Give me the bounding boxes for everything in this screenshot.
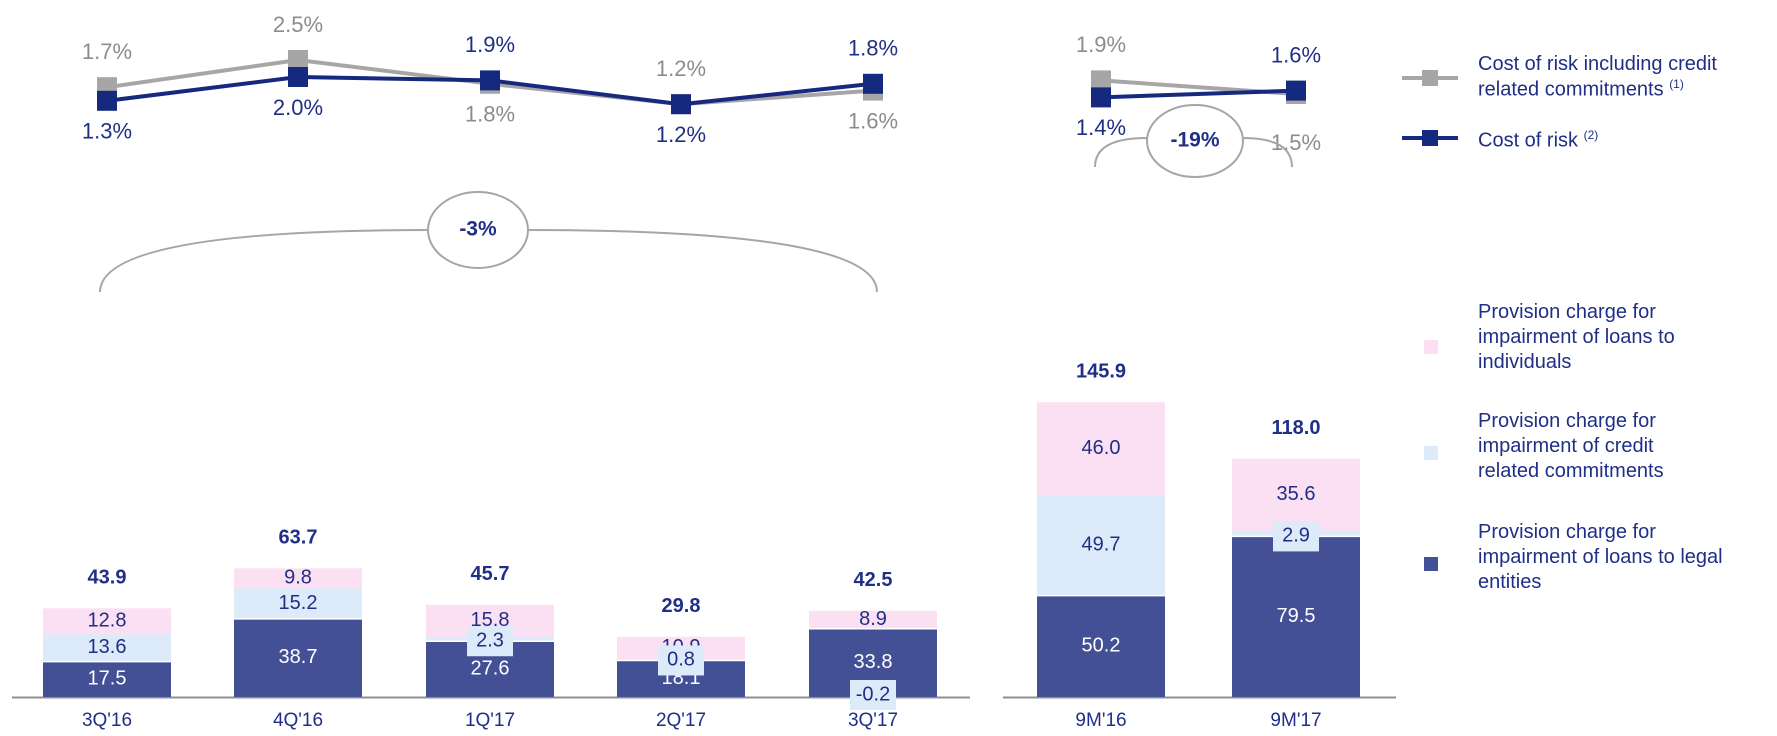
series-marker-cor xyxy=(480,70,500,91)
x-tick-label: 2Q'17 xyxy=(656,710,706,731)
series-line-cor xyxy=(1100,88,1297,100)
legend-cor: Cost of risk (2) xyxy=(1478,128,1768,154)
bar-segment-individuals xyxy=(1232,458,1360,531)
bar-segment-credit-commitments xyxy=(1037,495,1165,596)
value-label-individuals: 35.6 xyxy=(1277,483,1316,505)
bar-total-label: 42.5 xyxy=(854,569,893,591)
series-marker-cor xyxy=(97,90,117,111)
legend-legal-swatch xyxy=(1424,557,1438,571)
legend-credit-swatch xyxy=(1424,446,1438,460)
data-label-cor-incl: 1.6% xyxy=(848,108,898,133)
change-arc-left xyxy=(99,229,429,293)
legend-cor-label: Cost of risk xyxy=(1478,129,1579,152)
data-label-cor-incl: 1.9% xyxy=(1076,32,1126,57)
value-label-legal-entities: 79.5 xyxy=(1277,605,1316,627)
data-label-cor: 1.6% xyxy=(1271,42,1321,67)
bar-segment-legal-entities xyxy=(234,618,362,697)
legend-line-markers xyxy=(1402,70,1458,146)
series-marker-cor xyxy=(1286,80,1306,101)
change-badge-label: -19% xyxy=(1170,129,1219,152)
legend-cor-marker xyxy=(1422,130,1438,146)
data-label-cor: 1.4% xyxy=(1076,115,1126,140)
bar-total-label: 29.8 xyxy=(662,595,701,617)
change-badge-label: -3% xyxy=(459,218,497,241)
series-marker-cor xyxy=(671,94,691,115)
legend-individuals-swatch xyxy=(1424,340,1438,354)
series-marker-cor xyxy=(288,67,308,87)
data-label-cor: 1.8% xyxy=(848,36,898,61)
change-badge xyxy=(427,191,529,269)
value-label-credit-commitments: 2.9 xyxy=(1282,525,1310,547)
legend-individuals-label: Provision charge for impairment of loans… xyxy=(1478,301,1675,373)
value-label-credit-commitments: -0.2 xyxy=(856,683,890,705)
value-label-individuals: 9.8 xyxy=(284,567,312,589)
value-label-individuals: 12.8 xyxy=(88,610,127,632)
x-tick-label: 9M'16 xyxy=(1075,710,1126,731)
legend-cor-incl-marker xyxy=(1422,70,1438,86)
value-label-legal-entities: 17.5 xyxy=(88,668,127,690)
bar-total-label: 45.7 xyxy=(471,563,510,585)
series-marker-cor xyxy=(863,73,883,94)
change-arc-right xyxy=(1242,137,1293,168)
value-label-credit-commitments: 13.6 xyxy=(88,636,127,658)
value-label-credit-commitments: 2.3 xyxy=(476,630,504,652)
data-label-cor-incl: 1.2% xyxy=(656,56,706,81)
value-label-credit-commitments: 0.8 xyxy=(667,649,695,671)
data-label-cor-incl: 1.7% xyxy=(82,39,132,64)
data-label-cor: 1.3% xyxy=(82,119,132,144)
value-label-legal-entities: 38.7 xyxy=(279,646,318,668)
change-badge xyxy=(1146,104,1244,178)
legend-legal-label: Provision charge for impairment of loans… xyxy=(1478,521,1723,593)
legend-cor-incl-label: Cost of risk including credit related co… xyxy=(1478,53,1717,101)
x-tick-label: 1Q'17 xyxy=(465,710,515,731)
bar-segment-individuals xyxy=(1037,402,1165,496)
series-marker-cor-incl xyxy=(288,50,308,70)
bar-segment-individuals xyxy=(234,568,362,589)
bar-total-label: 63.7 xyxy=(279,527,318,549)
bar-segment-legal-entities xyxy=(1037,595,1165,697)
bar-total-label: 145.9 xyxy=(1076,361,1126,383)
bar-segment-legal-entities xyxy=(43,661,171,697)
data-label-cor-incl: 1.5% xyxy=(1271,130,1321,155)
value-label-individuals: 46.0 xyxy=(1082,437,1121,459)
x-tick-label: 9M'17 xyxy=(1270,710,1321,731)
value-label-legal-entities: 27.6 xyxy=(471,657,510,679)
series-marker-cor-incl xyxy=(1091,70,1111,91)
value-label-legal-entities: 33.8 xyxy=(854,651,893,673)
bar-segment-individuals xyxy=(809,610,937,629)
value-label-legal-entities: 50.2 xyxy=(1082,635,1121,657)
legend-credit-label: Provision charge for impairment of credi… xyxy=(1478,410,1664,482)
value-label-box xyxy=(850,680,896,710)
series-marker-cor xyxy=(1091,87,1111,108)
x-tick-label: 3Q'16 xyxy=(82,710,132,731)
legend-cor-incl-note: (1) xyxy=(1669,77,1684,91)
value-label-box xyxy=(1273,521,1319,552)
value-label-individuals: 15.8 xyxy=(471,609,510,631)
legend-cor-note: (2) xyxy=(1583,128,1599,142)
data-label-cor-incl: 1.8% xyxy=(465,102,515,127)
change-arc-right xyxy=(527,229,878,293)
value-label-box xyxy=(467,626,513,657)
x-tick-label: 3Q'17 xyxy=(848,710,898,731)
x-tick-label: 4Q'16 xyxy=(273,710,323,731)
value-label-individuals: 8.9 xyxy=(859,608,887,630)
bar-total-label: 118.0 xyxy=(1272,417,1321,439)
value-label-credit-commitments: 15.2 xyxy=(279,592,318,614)
bar-total-label: 43.9 xyxy=(88,567,127,589)
bar-segment-legal-entities xyxy=(1232,536,1360,697)
data-label-cor-incl: 2.5% xyxy=(273,12,323,37)
legend-cor-incl: Cost of risk including credit related co… xyxy=(1478,52,1768,103)
value-label-credit-commitments: 49.7 xyxy=(1082,534,1121,556)
change-arc-left xyxy=(1094,137,1148,168)
bar-segment-individuals xyxy=(43,608,171,635)
bar-segment-credit-commitments xyxy=(234,588,362,619)
data-label-cor: 1.2% xyxy=(656,122,706,147)
data-label-cor: 2.0% xyxy=(273,95,323,120)
data-label-cor: 1.9% xyxy=(465,32,515,57)
value-label-box xyxy=(658,645,704,676)
bar-segment-credit-commitments xyxy=(43,634,171,662)
